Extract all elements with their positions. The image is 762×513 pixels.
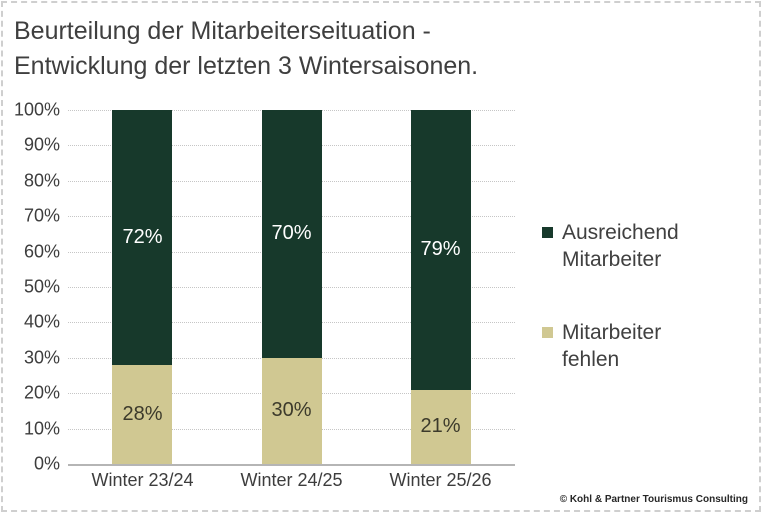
bar-segment: 72%	[112, 110, 173, 365]
bar-segment: 28%	[112, 364, 173, 464]
legend-label: Mitarbeiter fehlen	[562, 321, 662, 371]
y-tick-label: 30%	[23, 347, 60, 368]
chart-title-line1: Beurteilung der Mitarbeiterseituation -	[14, 17, 431, 45]
bar-value-label: 72%	[122, 225, 163, 248]
legend-label: Ausreichend Mitarbeiter	[562, 221, 679, 271]
x-tick-label: Winter 24/25	[240, 470, 343, 490]
y-tick-label: 60%	[23, 241, 60, 262]
y-tick-label: 0%	[33, 453, 60, 474]
copyright-text: © Kohl & Partner Tourismus Consulting	[559, 494, 748, 505]
stacked-bar: 72% 28%	[112, 110, 173, 464]
y-tick-label: 40%	[23, 311, 60, 332]
bar-segment: 70%	[261, 110, 322, 358]
bar-value-label: 28%	[122, 402, 163, 425]
stacked-bar: 79% 21%	[410, 110, 471, 464]
chart-title-line2: Entwicklung der letzten 3 Wintersaisonen…	[14, 52, 479, 80]
y-tick-label: 100%	[13, 99, 60, 120]
bar-segment: 79%	[410, 110, 471, 390]
y-tick-label: 10%	[23, 418, 60, 439]
x-tick-label: Winter 23/24	[91, 470, 194, 490]
y-axis: 100% 90% 80% 70% 60% 50% 40% 30% 20% 10% 0%	[0, 100, 60, 474]
legend-item: Ausreichend Mitarbeiter	[542, 219, 722, 273]
x-axis-line	[68, 464, 515, 466]
bar-value-label: 70%	[271, 222, 312, 245]
bar-value-label: 21%	[420, 415, 461, 438]
chart-title: Beurteilung der Mitarbeiterseituation - …	[14, 14, 478, 84]
bar-value-label: 30%	[271, 399, 312, 422]
bar-segment: 30%	[261, 357, 322, 464]
stacked-bar: 70% 30%	[261, 110, 322, 464]
x-tick-label: Winter 25/26	[389, 470, 492, 490]
bar-segment: 21%	[410, 389, 471, 464]
x-axis: Winter 23/24 Winter 24/25 Winter 25/26	[68, 470, 515, 496]
legend: Ausreichend Mitarbeiter Mitarbeiter fehle…	[542, 219, 722, 419]
y-tick-label: 50%	[23, 276, 60, 297]
y-tick-label: 80%	[23, 170, 60, 191]
y-tick-label: 20%	[23, 382, 60, 403]
y-tick-label: 90%	[23, 134, 60, 155]
plot-area: 72% 28% 70% 30% 79% 21%	[68, 110, 515, 466]
legend-item: Mitarbeiter fehlen	[542, 319, 722, 373]
y-tick-label: 70%	[23, 205, 60, 226]
legend-swatch	[542, 227, 553, 238]
bar-value-label: 79%	[420, 238, 461, 261]
legend-swatch	[542, 327, 553, 338]
